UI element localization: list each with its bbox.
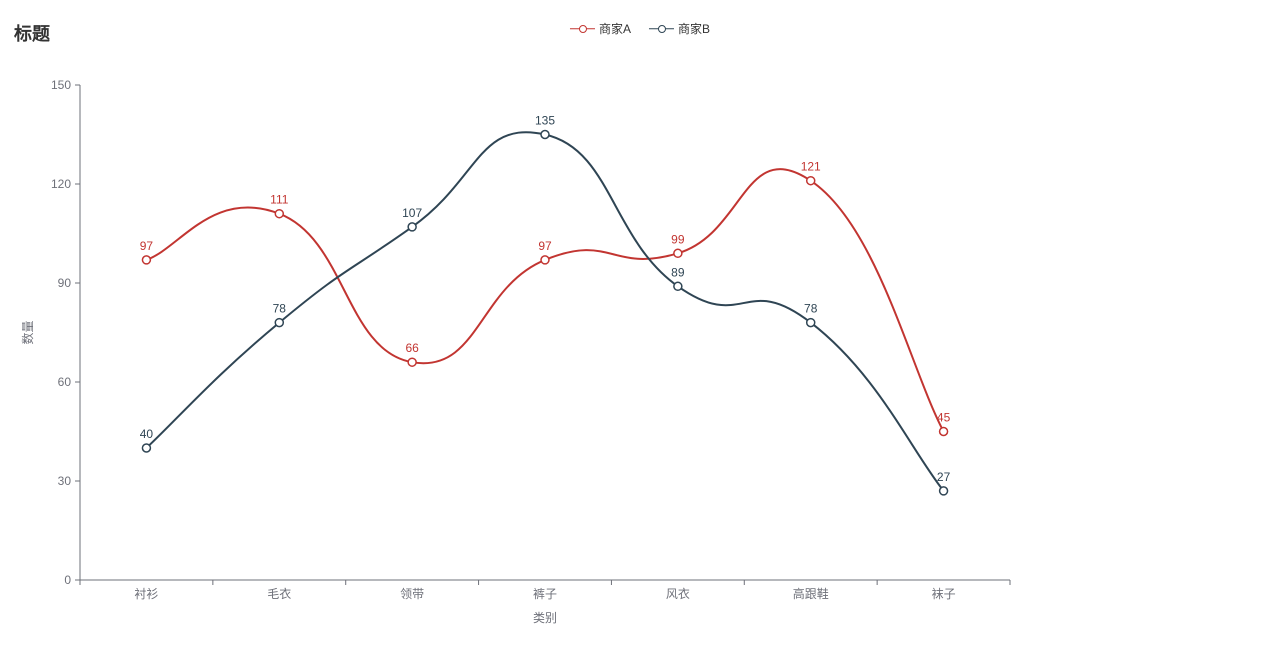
data-label: 40 (140, 427, 154, 441)
y-tick-label: 0 (64, 573, 71, 587)
y-tick-label: 120 (51, 177, 71, 191)
data-label: 99 (671, 232, 685, 246)
series-marker[interactable] (541, 131, 549, 139)
series-marker[interactable] (940, 487, 948, 495)
series-marker[interactable] (408, 223, 416, 231)
series-line (146, 169, 943, 431)
y-tick-label: 60 (58, 375, 72, 389)
line-chart: 0 30 60 90 120 150 衬衫 毛衣 领带 裤子 风衣 高跟鞋 袜子类别 数量 97 111 66 9… (0, 0, 1280, 670)
x-tick-label: 高跟鞋 (793, 586, 829, 601)
series-marker[interactable] (674, 282, 682, 290)
data-label: 111 (270, 193, 289, 207)
x-tick-label: 衬衫 (134, 587, 158, 601)
data-label: 135 (535, 114, 555, 128)
data-label: 27 (937, 470, 951, 484)
series-marker[interactable] (275, 210, 283, 218)
data-label: 78 (273, 302, 287, 316)
y-tick-label: 150 (51, 78, 71, 92)
x-axis-name: 类别 (533, 611, 557, 625)
x-tick-label: 裤子 (533, 587, 557, 601)
data-label: 97 (140, 239, 154, 253)
y-tick-label: 30 (58, 474, 72, 488)
series-marker[interactable] (807, 177, 815, 185)
series-marker[interactable] (142, 444, 150, 452)
series-marker[interactable] (142, 256, 150, 264)
y-axis-name: 数量 (20, 320, 35, 344)
x-tick-label: 领带 (400, 587, 424, 601)
x-tick-label: 毛衣 (267, 586, 291, 601)
x-tick-label: 袜子 (932, 587, 956, 601)
y-tick-label: 90 (58, 276, 72, 290)
series-line (146, 132, 943, 491)
series-marker[interactable] (541, 256, 549, 264)
series-marker[interactable] (408, 358, 416, 366)
series-marker[interactable] (807, 319, 815, 327)
data-label: 78 (804, 302, 818, 316)
series-marker[interactable] (275, 319, 283, 327)
data-label: 107 (402, 206, 422, 220)
data-label: 89 (671, 265, 685, 279)
series-marker[interactable] (674, 249, 682, 257)
x-tick-label: 风衣 (666, 586, 690, 601)
data-label: 45 (937, 411, 951, 425)
series-marker[interactable] (940, 428, 948, 436)
data-label: 66 (405, 341, 419, 355)
data-label: 97 (538, 239, 552, 253)
data-label: 121 (801, 160, 821, 174)
